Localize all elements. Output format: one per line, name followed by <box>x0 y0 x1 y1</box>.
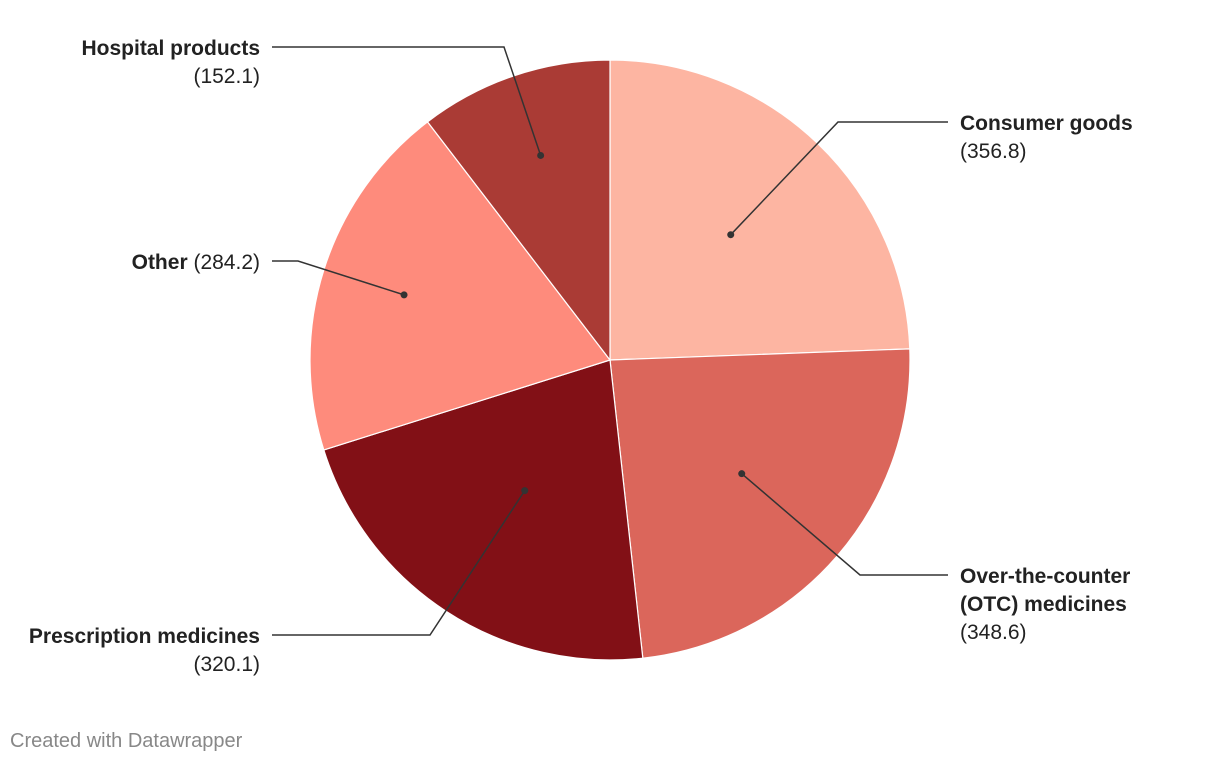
label-category-other: Other <box>132 251 188 274</box>
label-prescription-medicines: Prescription medicines (320.1) <box>29 625 260 676</box>
label-category-over-the-counter-otc-medicines: Over-the-counter <box>960 565 1130 588</box>
label-value-over-the-counter-otc-medicines: (348.6) <box>960 621 1027 644</box>
pie-slices <box>309 59 911 661</box>
label-category-over-the-counter-otc-medicines: (OTC) medicines <box>960 593 1127 616</box>
leader-dot-hospital-products <box>537 151 545 159</box>
footer-credit: Created with Datawrapper <box>10 730 243 752</box>
leader-line-prescription-medicines <box>272 490 526 636</box>
label-category-hospital-products: Hospital products <box>81 37 260 60</box>
leader-dot-other <box>400 291 408 299</box>
leader-line-over-the-counter-otc-medicines <box>741 473 948 576</box>
label-value-consumer-goods: (356.8) <box>960 140 1027 163</box>
slice-labels: Consumer goods (356.8) Over-the-counter (OT… <box>29 37 1133 676</box>
label-other: Other (284.2) <box>132 251 260 274</box>
label-over-the-counter-otc-medicines: Over-the-counter (OTC) medicines (348.6) <box>960 565 1130 644</box>
label-value-other: (284.2) <box>188 251 260 274</box>
label-consumer-goods: Consumer goods (356.8) <box>960 112 1133 163</box>
leader-line-hospital-products <box>272 46 542 156</box>
leader-line-consumer-goods <box>730 121 948 236</box>
leader-lines <box>272 46 948 636</box>
leader-dot-consumer-goods <box>727 231 735 239</box>
label-category-consumer-goods: Consumer goods <box>960 112 1133 135</box>
label-value-hospital-products: (152.1) <box>193 65 260 88</box>
leader-line-other <box>272 260 405 296</box>
label-category-prescription-medicines: Prescription medicines <box>29 625 260 648</box>
slice-consumer-goods <box>609 59 911 361</box>
label-value-prescription-medicines: (320.1) <box>193 653 260 676</box>
label-hospital-products: Hospital products (152.1) <box>81 37 260 88</box>
leader-dot-over-the-counter-otc-medicines <box>738 470 746 478</box>
leader-dot-prescription-medicines <box>521 487 529 495</box>
slice-over-the-counter-otc-medicines <box>609 348 911 659</box>
